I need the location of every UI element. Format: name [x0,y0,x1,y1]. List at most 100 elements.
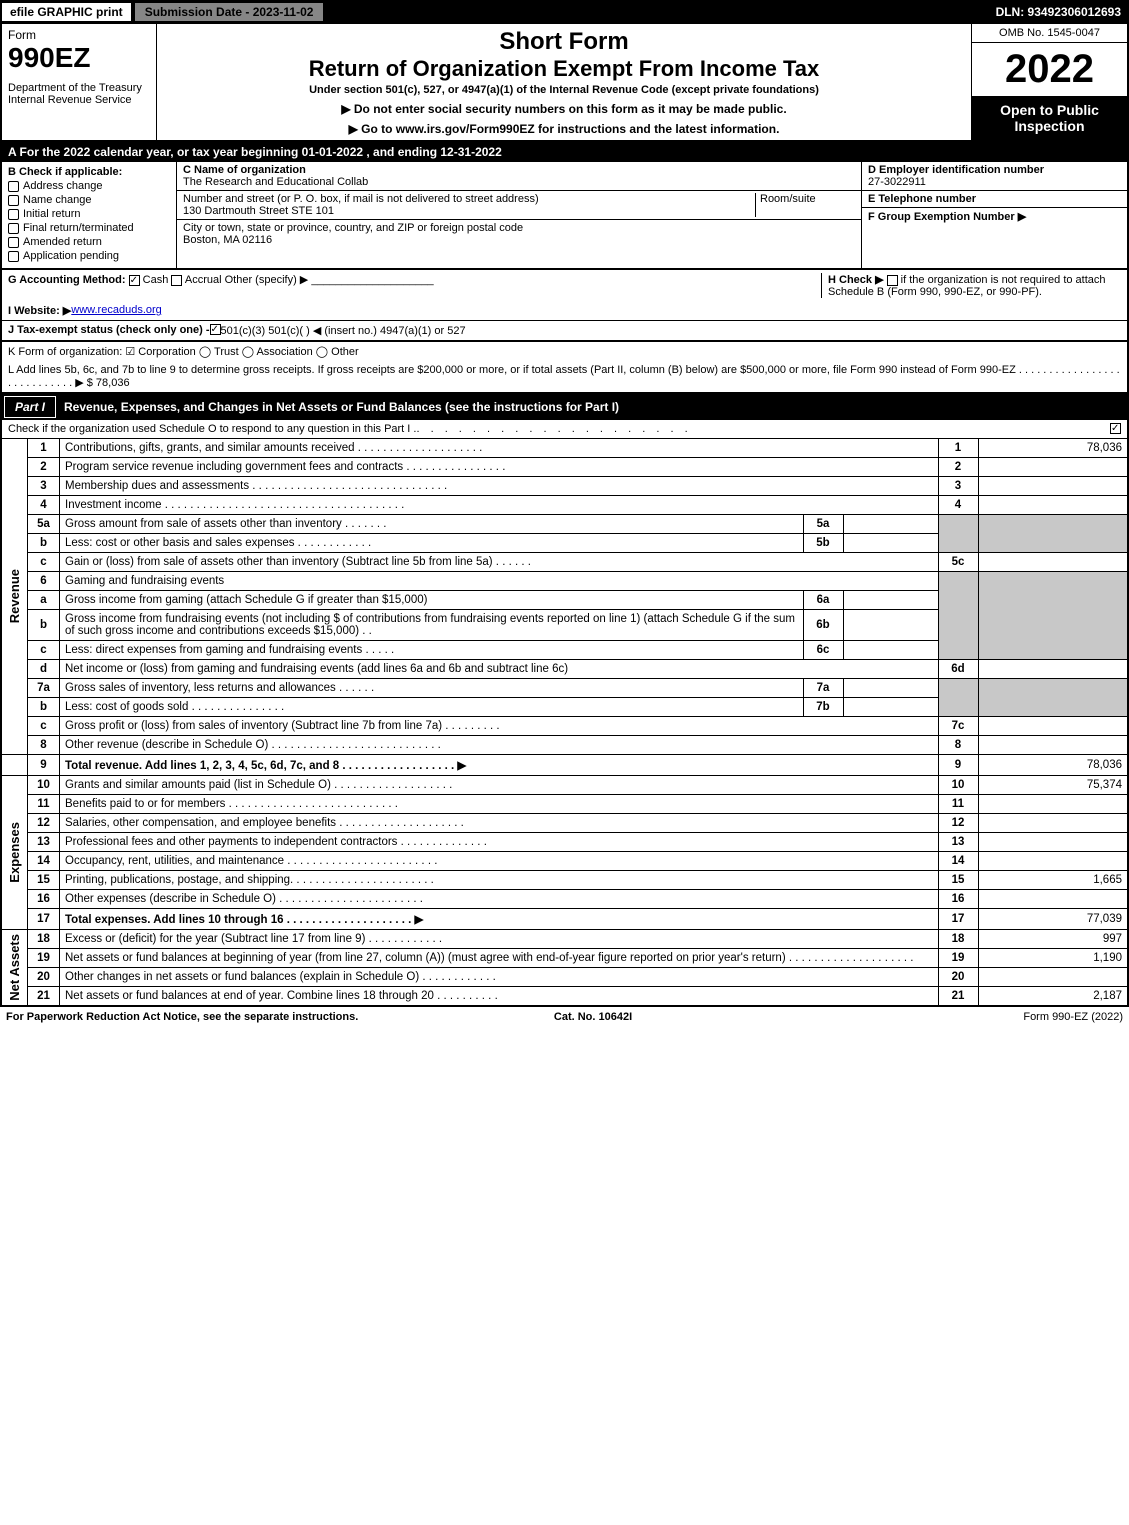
b-item-1: Name change [23,194,92,206]
form-number: 990EZ [8,42,150,74]
c-street-label: Number and street (or P. O. box, if mail… [183,193,539,205]
line-7b-desc: Less: cost of goods sold . . . . . . . .… [60,698,804,717]
line-l: L Add lines 5b, 6c, and 7b to line 9 to … [0,361,1129,394]
checkbox-cash[interactable] [129,275,140,286]
checkbox-address-change[interactable] [8,181,19,192]
line-9-val: 78,036 [978,755,1128,776]
line-1-num: 1 [938,439,978,458]
page-footer: For Paperwork Reduction Act Notice, see … [0,1007,1129,1027]
b-title: B Check if applicable: [8,166,170,178]
part1-sub: Check if the organization used Schedule … [0,420,1129,438]
line-14-desc: Occupancy, rent, utilities, and maintena… [60,852,939,871]
j-opts: 501(c)(3) 501(c)( ) ◀ (insert no.) 4947(… [221,324,466,337]
efile-print-button[interactable]: efile GRAPHIC print [0,1,133,23]
line-19-desc: Net assets or fund balances at beginning… [60,949,939,968]
checkbox-name-change[interactable] [8,195,19,206]
line-4-desc: Investment income . . . . . . . . . . . … [60,496,939,515]
short-form-title: Short Form [165,28,963,56]
g-label: G Accounting Method: [8,274,126,286]
h-block: H Check ▶ if the organization is not req… [821,273,1121,298]
j-label: J Tax-exempt status (check only one) - [8,324,210,337]
checkbox-501c3[interactable] [210,324,221,335]
dln-value: DLN: 93492306012693 [996,5,1129,19]
header-left: Form 990EZ Department of the Treasury In… [2,24,157,140]
d-label: D Employer identification number [868,164,1121,176]
checkbox-pending[interactable] [8,251,19,262]
line-5a-desc: Gross amount from sale of assets other t… [60,515,804,534]
part1-header: Part I Revenue, Expenses, and Changes in… [0,394,1129,420]
line-1-val: 78,036 [978,439,1128,458]
expenses-side-label: Expenses [7,822,22,883]
header-right: OMB No. 1545-0047 2022 Open to Public In… [972,24,1127,140]
line-9-desc: Total revenue. Add lines 1, 2, 3, 4, 5c,… [60,755,939,776]
checkbox-final-return[interactable] [8,223,19,234]
header-center: Short Form Return of Organization Exempt… [157,24,972,140]
line-12-desc: Salaries, other compensation, and employ… [60,814,939,833]
website-link[interactable]: www.recaduds.org [71,304,162,317]
line-15-desc: Printing, publications, postage, and shi… [60,871,939,890]
line-2-desc: Program service revenue including govern… [60,458,939,477]
section-text: Under section 501(c), 527, or 4947(a)(1)… [165,84,963,96]
open-public: Open to Public Inspection [972,96,1127,140]
line-1-no: 1 [28,439,60,458]
b-item-2: Initial return [23,208,80,220]
submission-date-button[interactable]: Submission Date - 2023-11-02 [133,1,326,23]
section-def: D Employer identification number 27-3022… [862,162,1127,268]
line-4-val [978,496,1128,515]
netassets-side-label: Net Assets [7,934,22,1001]
checkbox-accrual[interactable] [171,275,182,286]
line-11-desc: Benefits paid to or for members . . . . … [60,795,939,814]
checkbox-h[interactable] [887,275,898,286]
checkbox-part1-sched-o[interactable] [1110,423,1121,434]
line-18-val: 997 [978,930,1128,949]
line-10-desc: Grants and similar amounts paid (list in… [60,776,939,795]
top-bar: efile GRAPHIC print Submission Date - 20… [0,0,1129,24]
line-16-desc: Other expenses (describe in Schedule O) … [60,890,939,909]
part1-table: Revenue 1 Contributions, gifts, grants, … [0,438,1129,1007]
g-accrual: Accrual [185,274,222,286]
line-6b-desc: Gross income from fundraising events (no… [60,610,804,641]
e-label: E Telephone number [868,193,1121,205]
ssn-warning: ▶ Do not enter social security numbers o… [165,102,963,116]
form-header: Form 990EZ Department of the Treasury In… [0,24,1129,142]
line-5c-desc: Gain or (loss) from sale of assets other… [60,553,939,572]
omb-number: OMB No. 1545-0047 [972,24,1127,43]
line-17-val: 77,039 [978,909,1128,930]
section-ghij: G Accounting Method: Cash Accrual Other … [0,270,1129,342]
checkbox-amended[interactable] [8,237,19,248]
c-city-label: City or town, state or province, country… [183,222,523,234]
b-item-5: Application pending [23,250,119,262]
tax-year: 2022 [972,43,1127,96]
return-title: Return of Organization Exempt From Incom… [165,56,963,82]
c-name-label: C Name of organization [183,164,855,176]
line-8-desc: Other revenue (describe in Schedule O) .… [60,736,939,755]
footer-left: For Paperwork Reduction Act Notice, see … [6,1011,358,1023]
line-2-val [978,458,1128,477]
b-item-0: Address change [23,180,103,192]
goto-link[interactable]: ▶ Go to www.irs.gov/Form990EZ for instru… [165,122,963,136]
part1-tag: Part I [4,396,56,418]
line-k: K Form of organization: ☑ Corporation ◯ … [0,342,1129,361]
line-7a-desc: Gross sales of inventory, less returns a… [60,679,804,698]
line-1-desc: Contributions, gifts, grants, and simila… [60,439,939,458]
line-20-desc: Other changes in net assets or fund bala… [60,968,939,987]
line-21-desc: Net assets or fund balances at end of ye… [60,987,939,1007]
org-city: Boston, MA 02116 [183,234,272,246]
line-17-desc: Total expenses. Add lines 10 through 16 … [60,909,939,930]
part1-sub-text: Check if the organization used Schedule … [8,423,416,435]
section-b: B Check if applicable: Address change Na… [2,162,177,268]
line-15-val: 1,665 [978,871,1128,890]
info-block: B Check if applicable: Address change Na… [0,162,1129,270]
revenue-side-label: Revenue [7,569,22,623]
line-7c-desc: Gross profit or (loss) from sales of inv… [60,717,939,736]
checkbox-initial-return[interactable] [8,209,19,220]
g-other: Other (specify) ▶ [225,274,309,286]
line-3-val [978,477,1128,496]
section-c: C Name of organization The Research and … [177,162,862,268]
line-5b-desc: Less: cost or other basis and sales expe… [60,534,804,553]
row-a: A For the 2022 calendar year, or tax yea… [0,142,1129,162]
line-6a-desc: Gross income from gaming (attach Schedul… [60,591,804,610]
line-19-val: 1,190 [978,949,1128,968]
part1-title: Revenue, Expenses, and Changes in Net As… [58,397,1127,417]
org-name: The Research and Educational Collab [183,176,855,188]
